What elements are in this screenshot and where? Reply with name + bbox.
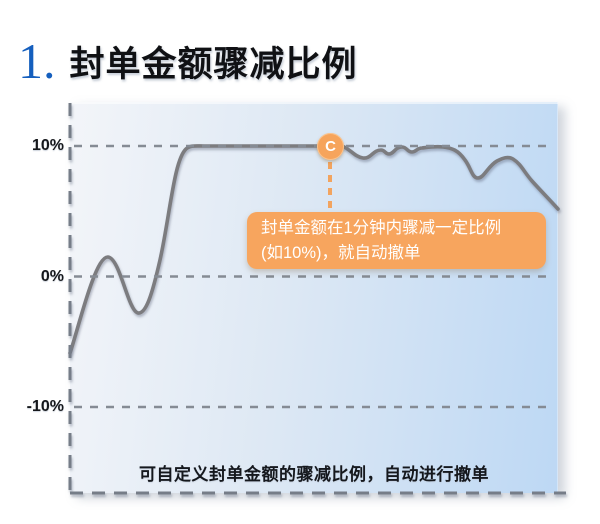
y-tick-10: 10% xyxy=(31,137,64,154)
y-tick-neg10: -10% xyxy=(26,398,64,415)
series-line xyxy=(68,144,560,355)
annotation-marker-c: C xyxy=(317,133,344,160)
page-title: 1. 封单金额骤减比例 xyxy=(18,33,358,89)
title-text: 封单金额骤减比例 xyxy=(69,44,358,84)
chart-caption: 可自定义封单金额的骤减比例，自动进行撤单 xyxy=(139,465,489,484)
gridlines xyxy=(74,144,552,409)
y-tick-0: 0% xyxy=(40,268,64,285)
annotation-callout: 封单金额在1分钟内骤减一定比例 (如10%)，就自动撤单 xyxy=(247,212,546,269)
axis-lines xyxy=(68,103,566,495)
annotation-marker-label: C xyxy=(325,138,336,155)
title-number: 1. xyxy=(18,33,56,89)
callout-line-1: 封单金额在1分钟内骤减一定比例 xyxy=(261,219,502,237)
callout-line-2: (如10%)，就自动撤单 xyxy=(261,244,421,262)
